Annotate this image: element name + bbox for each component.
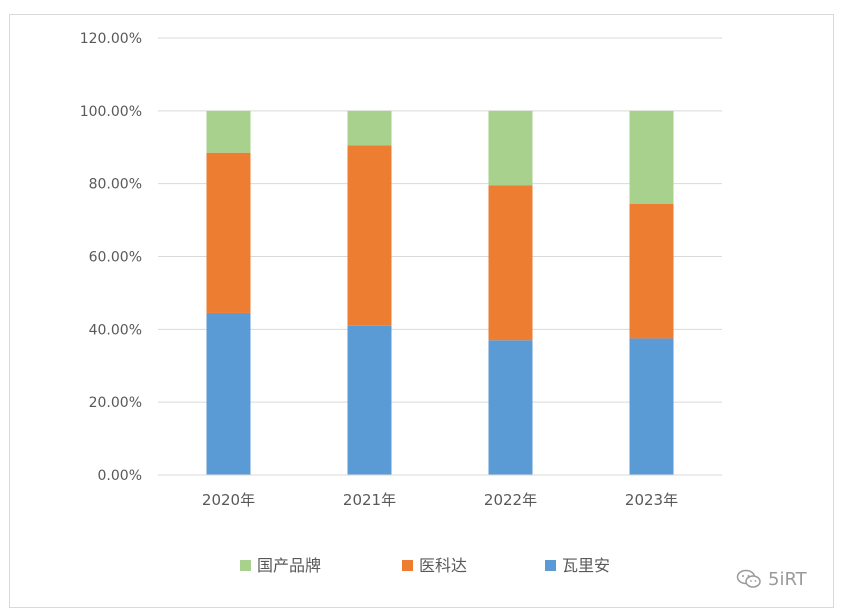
legend: 国产品牌 医科达 瓦里安 — [240, 556, 610, 575]
x-tick-label: 2022年 — [484, 491, 537, 509]
y-tick-label: 40.00% — [89, 322, 142, 338]
bar-segment — [488, 185, 533, 341]
legend-swatch — [402, 560, 413, 571]
bar-segment — [347, 325, 392, 475]
bar-segment — [488, 340, 533, 475]
bar-segment — [206, 152, 251, 313]
bar-segment — [488, 110, 533, 186]
y-tick-label: 120.00% — [80, 31, 142, 47]
wechat-icon — [736, 569, 761, 588]
y-tick-label: 0.00% — [98, 468, 142, 484]
x-tick-label: 2021年 — [343, 491, 396, 509]
bars — [206, 110, 674, 475]
x-axis-category-labels: 2020年 2021年 2022年 2023年 — [202, 491, 678, 509]
y-tick-label: 20.00% — [89, 395, 142, 411]
legend-label: 医科达 — [419, 556, 467, 575]
bar-segment — [629, 338, 674, 475]
y-axis-tick-labels: 0.00% 20.00% 40.00% 60.00% 80.00% 100.00% 120.… — [80, 31, 142, 484]
bar-segment — [206, 110, 251, 153]
bar-segment — [347, 110, 392, 146]
bar-segment — [629, 203, 674, 339]
y-tick-label: 100.00% — [80, 104, 142, 120]
watermark-text: 5iRT — [768, 568, 807, 590]
bar-segment — [206, 312, 251, 475]
gridlines — [158, 37, 722, 403]
legend-swatch — [545, 560, 556, 571]
y-tick-label: 80.00% — [89, 177, 142, 193]
watermark: 5iRT — [736, 566, 807, 592]
chart-frame — [9, 14, 834, 608]
x-tick-label: 2020年 — [202, 491, 255, 509]
bar-segment — [629, 110, 674, 204]
y-tick-label: 60.00% — [89, 250, 142, 266]
bar-segment — [347, 145, 392, 326]
x-tick-label: 2023年 — [625, 491, 678, 509]
legend-label: 国产品牌 — [257, 556, 321, 575]
legend-swatch — [240, 560, 251, 571]
legend-label: 瓦里安 — [562, 556, 610, 575]
